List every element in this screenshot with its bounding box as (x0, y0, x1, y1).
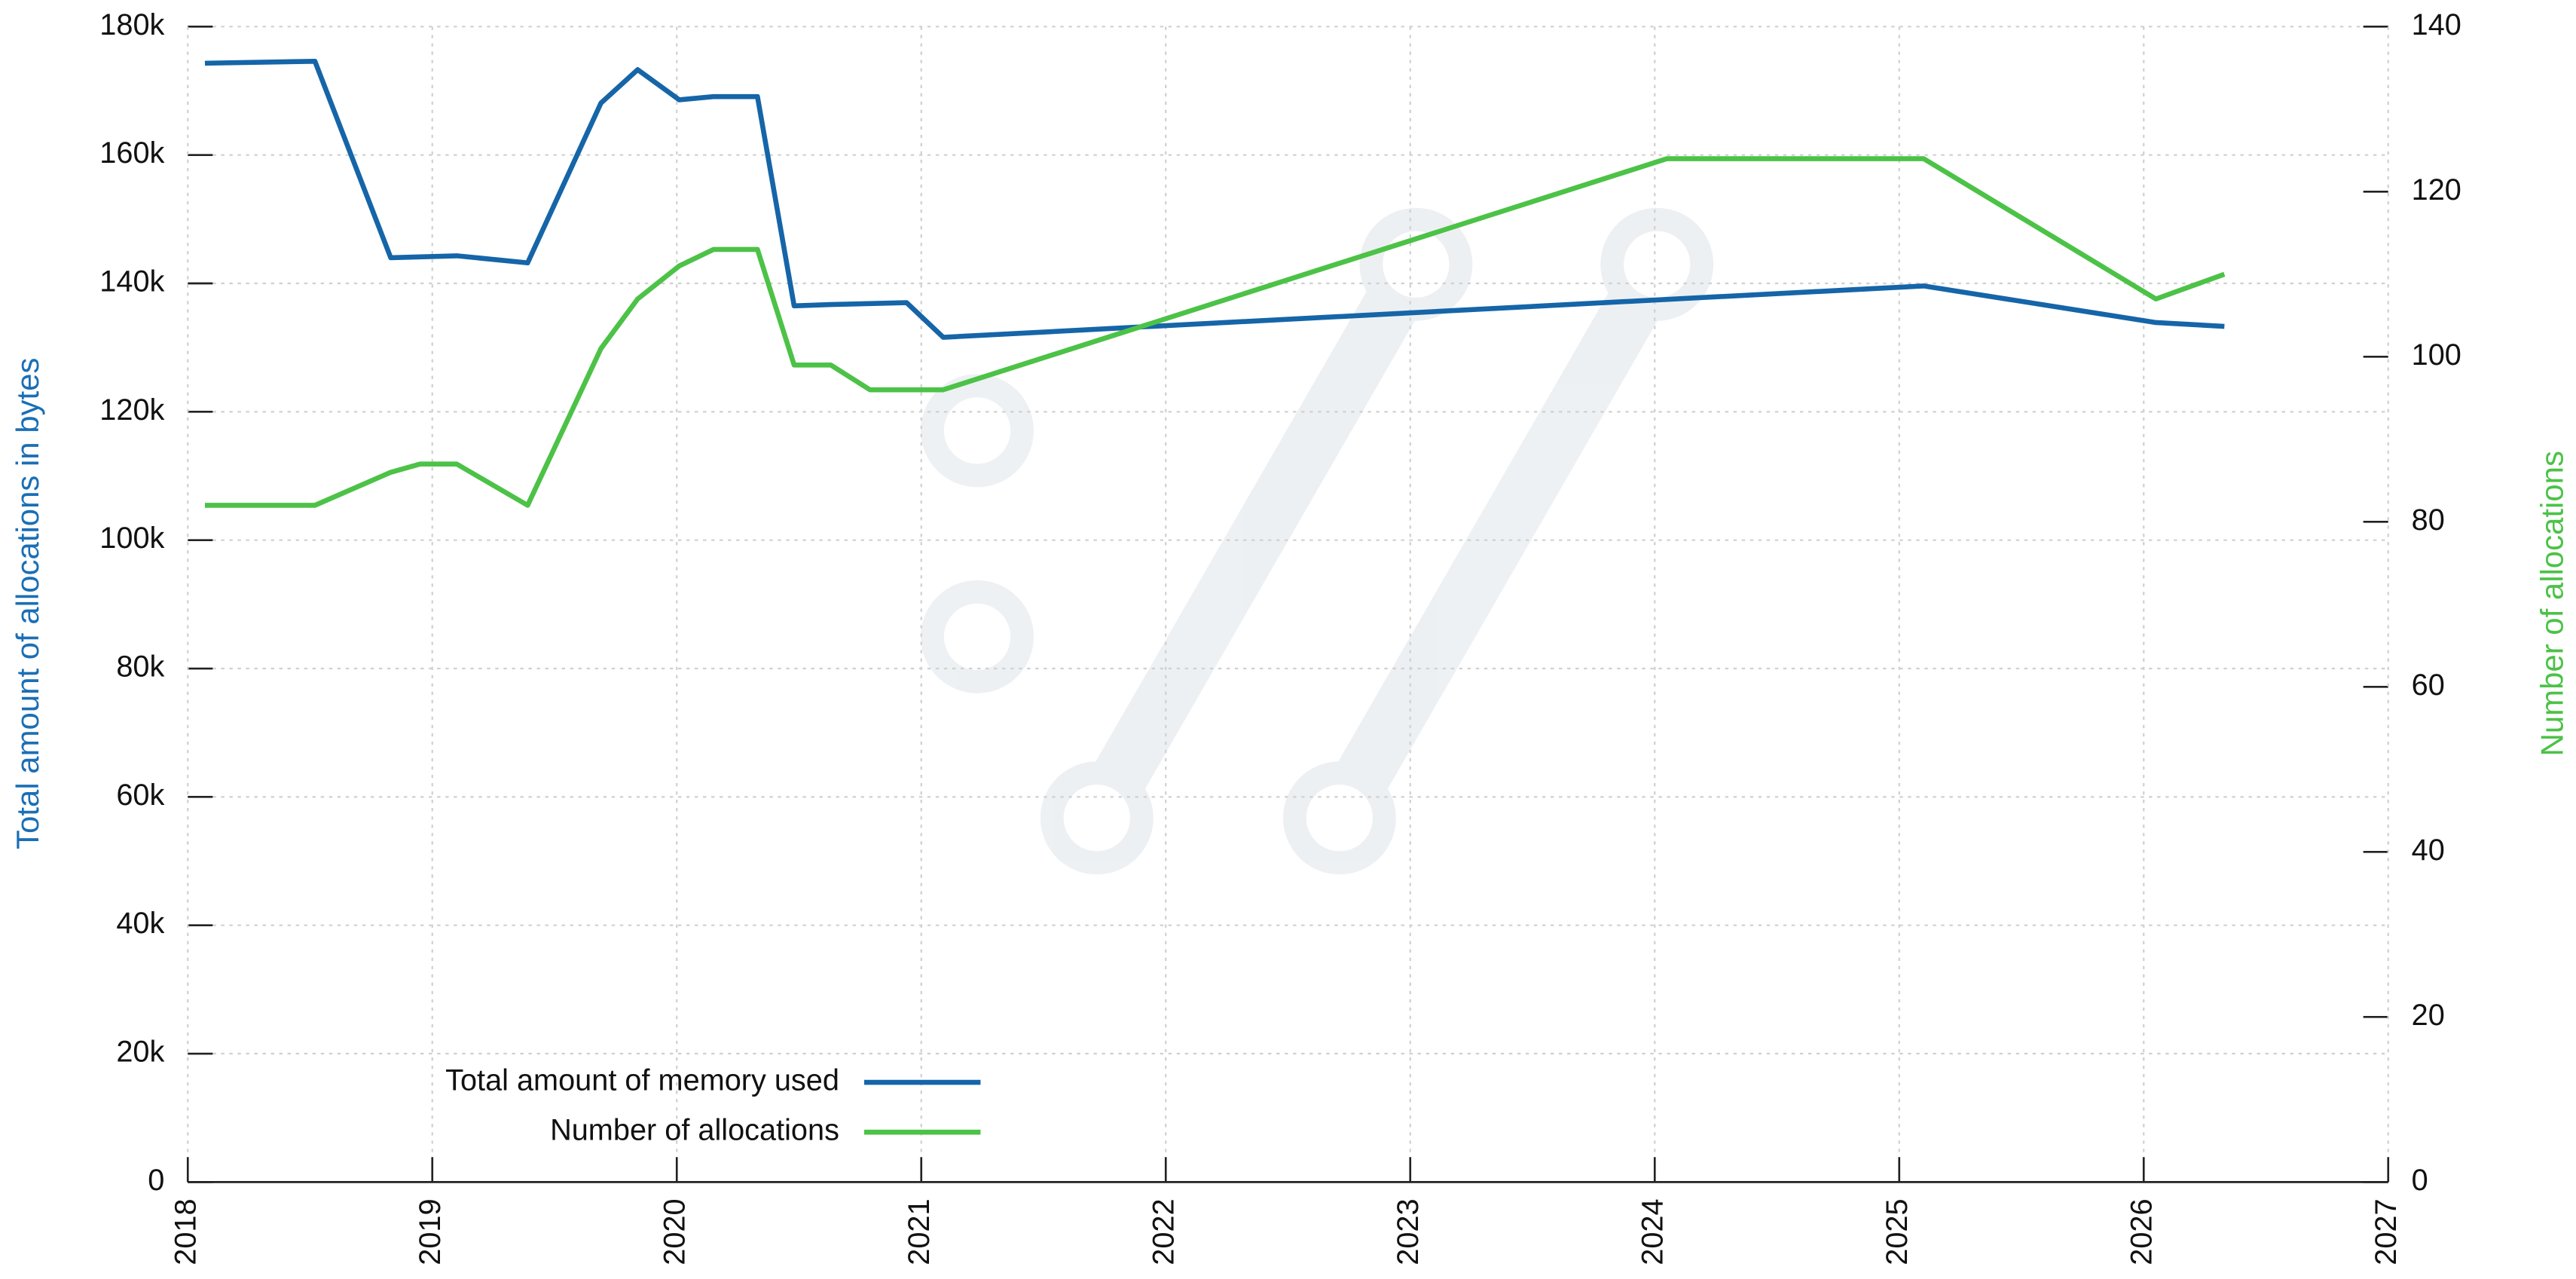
x-tick-label: 2019 (414, 1198, 447, 1265)
y-axis-label: Total amount of allocations in bytes (10, 358, 45, 849)
y-tick-label: 180k (99, 8, 164, 41)
y-tick-label: 140k (99, 265, 164, 298)
y-tick-label: 120k (99, 393, 164, 427)
y-tick-label: 0 (148, 1164, 164, 1197)
y2-tick-label: 0 (2412, 1164, 2428, 1197)
series-line (204, 59, 2225, 340)
watermark (921, 207, 1714, 875)
x-tick-label: 2021 (903, 1198, 936, 1265)
y-tick-label: 100k (99, 522, 164, 555)
y-tick-label: 160k (99, 136, 164, 170)
y-tick-label: 40k (116, 907, 164, 940)
x-tick-label: 2018 (170, 1198, 203, 1265)
y2-tick-label: 100 (2412, 338, 2461, 372)
y2-tick-label: 60 (2412, 669, 2445, 702)
y-tick-label: 60k (116, 779, 164, 812)
series-line (204, 156, 2226, 508)
x-tick-label: 2026 (2125, 1198, 2159, 1265)
x-tick-label: 2022 (1147, 1198, 1181, 1265)
y2-tick-label: 140 (2412, 8, 2461, 41)
y-tick-label: 20k (116, 1036, 164, 1069)
x-tick-label: 2020 (659, 1198, 692, 1265)
x-tick-label: 2025 (1881, 1198, 1914, 1265)
y-tick-label: 80k (116, 650, 164, 684)
x-tick-label: 2023 (1392, 1198, 1425, 1265)
y2-tick-label: 120 (2412, 173, 2461, 207)
x-tick-label: 2027 (2370, 1198, 2403, 1265)
y2-tick-label: 20 (2412, 999, 2445, 1032)
y2-tick-label: 80 (2412, 503, 2445, 537)
legend-label: Number of allocations (550, 1114, 839, 1147)
y2-axis-label: Number of allocations (2534, 451, 2569, 756)
x-tick-label: 2024 (1636, 1198, 1670, 1265)
legend-label: Total amount of memory used (445, 1064, 839, 1097)
y2-tick-label: 40 (2412, 834, 2445, 867)
